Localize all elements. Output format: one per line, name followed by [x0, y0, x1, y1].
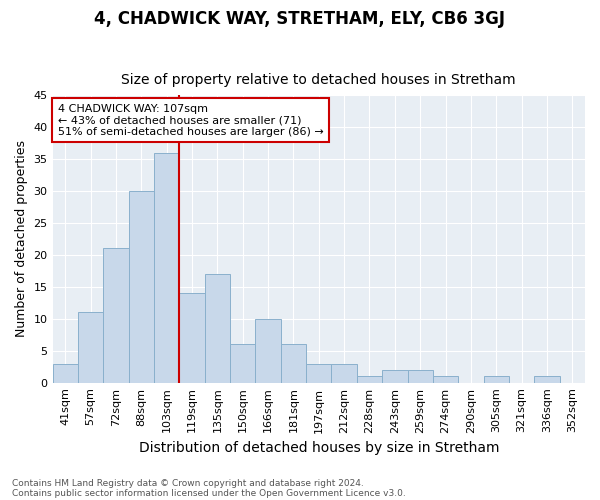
- Bar: [382, 370, 407, 382]
- Y-axis label: Number of detached properties: Number of detached properties: [15, 140, 28, 338]
- Bar: [179, 293, 205, 382]
- Text: 4 CHADWICK WAY: 107sqm
← 43% of detached houses are smaller (71)
51% of semi-det: 4 CHADWICK WAY: 107sqm ← 43% of detached…: [58, 104, 323, 137]
- Text: Contains public sector information licensed under the Open Government Licence v3: Contains public sector information licen…: [12, 488, 406, 498]
- Bar: [128, 191, 154, 382]
- Bar: [230, 344, 256, 383]
- Bar: [331, 364, 357, 382]
- Text: Contains HM Land Registry data © Crown copyright and database right 2024.: Contains HM Land Registry data © Crown c…: [12, 478, 364, 488]
- Bar: [154, 152, 179, 382]
- X-axis label: Distribution of detached houses by size in Stretham: Distribution of detached houses by size …: [139, 441, 499, 455]
- Bar: [433, 376, 458, 382]
- Bar: [103, 248, 128, 382]
- Bar: [306, 364, 331, 382]
- Title: Size of property relative to detached houses in Stretham: Size of property relative to detached ho…: [121, 73, 516, 87]
- Bar: [78, 312, 103, 382]
- Bar: [205, 274, 230, 382]
- Bar: [256, 319, 281, 382]
- Bar: [53, 364, 78, 382]
- Bar: [407, 370, 433, 382]
- Text: 4, CHADWICK WAY, STRETHAM, ELY, CB6 3GJ: 4, CHADWICK WAY, STRETHAM, ELY, CB6 3GJ: [95, 10, 505, 28]
- Bar: [534, 376, 560, 382]
- Bar: [281, 344, 306, 383]
- Bar: [357, 376, 382, 382]
- Bar: [484, 376, 509, 382]
